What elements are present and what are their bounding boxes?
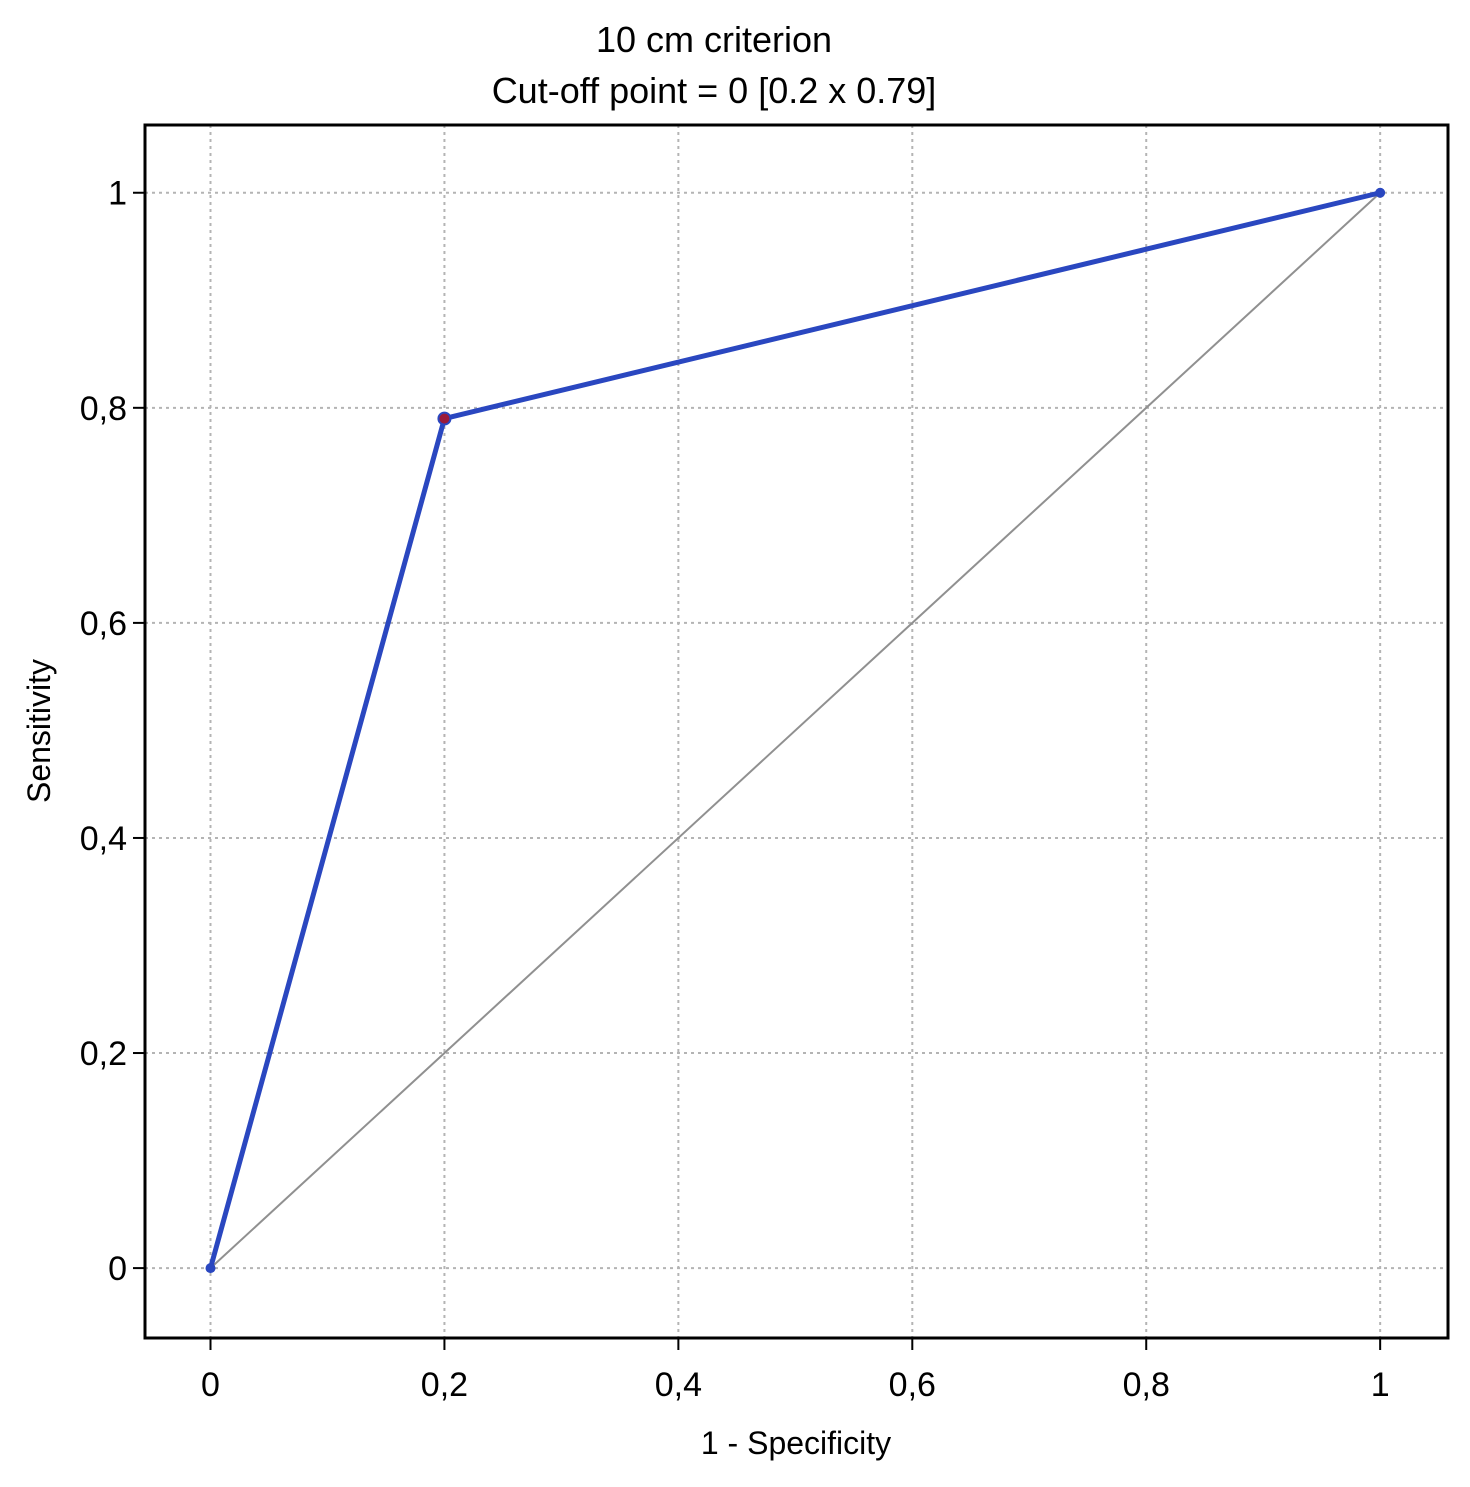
y-tick-label: 1 <box>108 175 127 213</box>
x-tick-label: 0 <box>201 1366 220 1404</box>
x-tick-label: 0,2 <box>421 1366 468 1404</box>
x-tick-label: 0,8 <box>1123 1366 1170 1404</box>
plot-series <box>205 187 1386 1274</box>
y-axis-label: Sensitivity <box>21 659 57 803</box>
x-tick-label: 1 <box>1371 1366 1390 1404</box>
x-tick-label: 0,6 <box>889 1366 936 1404</box>
cutoff-point-marker <box>437 411 452 426</box>
roc-data-point <box>1375 187 1386 198</box>
axis-ticks: 0 0,2 0,4 0,6 0,8 1 0 0,2 0,4 0,6 0,8 1 <box>80 175 1390 1404</box>
plot-frame <box>143 123 1450 1340</box>
y-tick-label: 0,6 <box>80 605 127 643</box>
roc-data-point <box>205 1263 216 1274</box>
chart-title: 10 cm criterion <box>596 19 832 60</box>
reference-diagonal-line <box>209 192 1381 1269</box>
y-tick-label: 0 <box>108 1250 127 1288</box>
x-tick-label: 0,4 <box>655 1366 702 1404</box>
chart-subtitle: Cut-off point = 0 [0.2 x 0.79] <box>492 70 937 111</box>
y-tick-label: 0,4 <box>80 820 127 858</box>
x-axis-label: 1 - Specificity <box>701 1425 891 1461</box>
y-tick-label: 0,8 <box>80 390 127 428</box>
grid <box>145 125 1448 1338</box>
y-tick-label: 0,2 <box>80 1035 127 1073</box>
